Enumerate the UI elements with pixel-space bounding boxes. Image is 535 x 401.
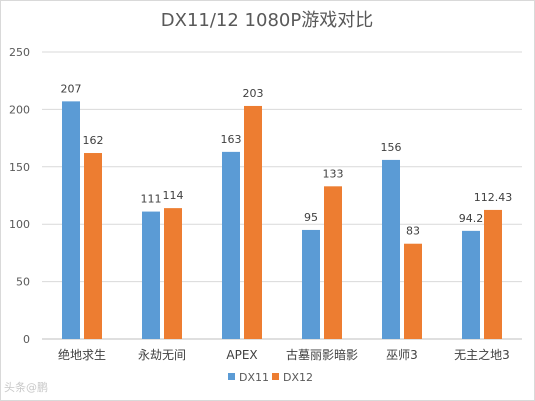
data-label: 83	[406, 225, 420, 238]
x-category-label: 巫师3	[386, 348, 418, 362]
watermark: 头条@鹏	[4, 381, 48, 394]
bar-dx11	[142, 211, 160, 339]
data-label: 207	[61, 82, 82, 95]
x-category-label: 绝地求生	[58, 347, 106, 362]
data-label: 111	[141, 193, 162, 206]
legend-swatch	[272, 373, 279, 380]
gridlines	[42, 51, 522, 340]
y-tick-label: 200	[9, 103, 30, 116]
x-category-label: 古墓丽影暗影	[286, 347, 358, 362]
data-label: 203	[243, 87, 264, 100]
x-axis-categories: 绝地求生 永劫无间 APEX 古墓丽影暗影 巫师3 无主之地3	[58, 347, 510, 362]
x-category-label: 永劫无间	[138, 348, 186, 362]
y-tick-label: 0	[23, 333, 30, 346]
bar-dx12	[244, 105, 262, 340]
y-tick-label: 250	[9, 46, 30, 59]
x-category-label: APEX	[226, 348, 257, 362]
data-label: 112.43	[474, 191, 513, 204]
legend-swatch	[228, 373, 235, 380]
legend-label: DX12	[283, 371, 313, 384]
data-label: 156	[381, 141, 402, 154]
data-label: 163	[221, 133, 242, 146]
data-label: 95	[304, 211, 318, 224]
bar-dx11	[222, 151, 240, 339]
data-label: 94.2	[459, 212, 484, 225]
bars: 207 162 111 114 163 203 95 133 156 83 94.2 112.43	[61, 82, 513, 340]
bar-dx11	[382, 159, 400, 339]
bar-dx12	[484, 209, 502, 339]
data-label: 114	[163, 189, 184, 202]
data-label: 133	[323, 167, 344, 180]
bar-dx12	[404, 243, 422, 339]
y-axis-ticks: 0 50 100 150 200 250	[9, 46, 30, 346]
bar-dx11	[62, 101, 80, 339]
chart-title: DX11/12 1080P游戏对比	[161, 10, 373, 31]
y-tick-label: 100	[9, 218, 30, 231]
bar-dx11	[302, 229, 320, 339]
bar-dx12	[84, 153, 102, 339]
legend-label: DX11	[239, 371, 269, 384]
y-tick-label: 150	[9, 161, 30, 174]
x-category-label: 无主之地3	[454, 348, 510, 362]
bar-dx12	[324, 186, 342, 339]
data-label: 162	[83, 134, 104, 147]
bar-dx12	[164, 208, 182, 339]
y-tick-label: 50	[16, 276, 30, 289]
legend: DX11 DX12	[228, 371, 313, 384]
bar-dx11	[462, 230, 480, 339]
